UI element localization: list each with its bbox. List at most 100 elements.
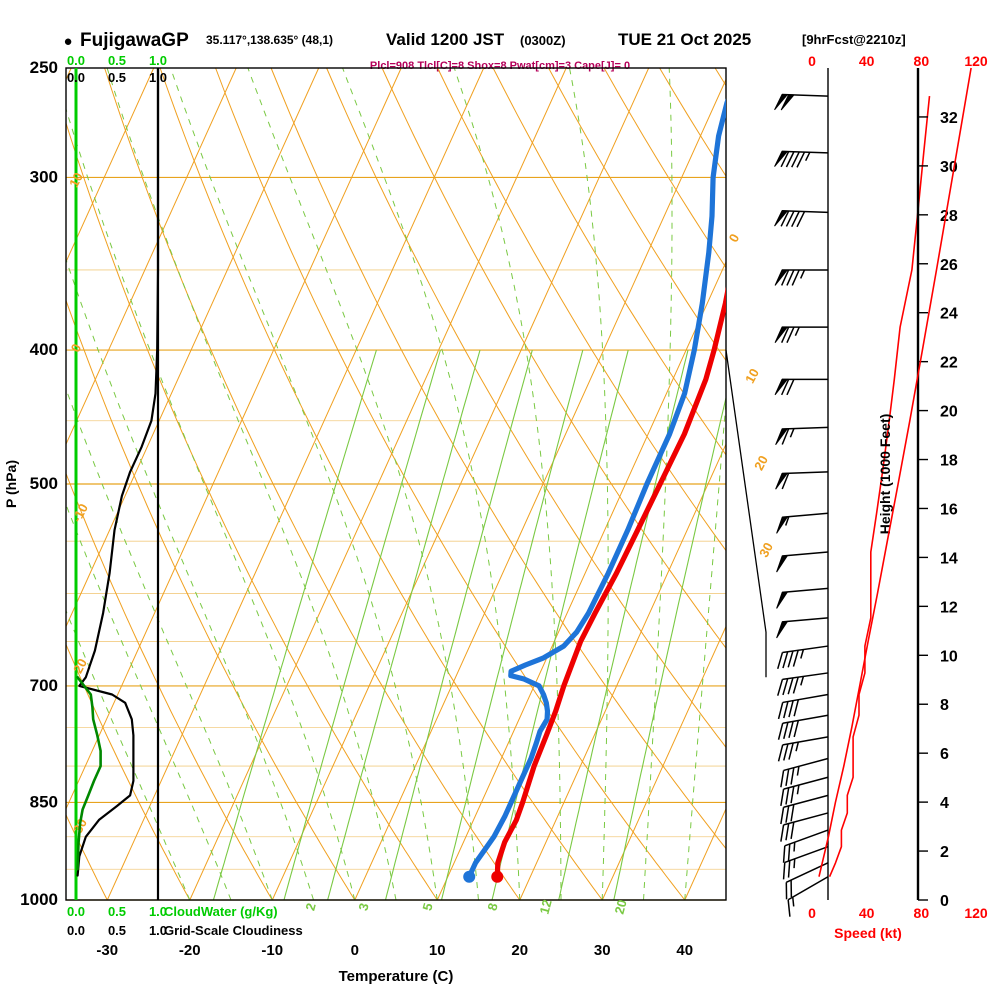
mixing-ratio-value-label: 20 [612,898,630,916]
adiabat-value-label: 10 [742,366,762,386]
cloudwater-axis-label: CloudWater (g/Kg) [164,904,278,919]
temperature-tick-label: -10 [261,942,283,959]
dry-adiabat-line [270,67,727,849]
temperature-tick-label: 40 [676,942,693,959]
cloudwater-tick-top: 0.5 [108,53,126,68]
wind-barb [777,672,829,696]
temperature-axis-label: Temperature (C) [339,968,454,985]
adiabat-value-label: 20 [70,656,90,676]
dry-adiabat-line [65,473,273,901]
cloudiness-tick-bottom: 0.5 [108,923,126,938]
speed-tick-top: 40 [859,53,875,69]
dry-adiabat-line [437,67,727,551]
moist-adiabat-line [65,504,232,901]
wind-barb [777,645,829,670]
isotherm-line [601,626,727,901]
isotherm-line [65,67,237,445]
moist-adiabat-line [65,259,314,901]
mixing-ratio-line [212,349,377,901]
height-tick-label: 6 [940,746,949,763]
sounding-stats: Plcl=908 Tlcl[C]=8 Shox=8 Pwat[cm]=3 Cap… [370,60,630,72]
isotherm-line [189,67,567,901]
wind-barb [777,714,829,740]
moist-adiabat-line [65,388,273,901]
height-axis-label: Height (1000 Feet) [877,414,893,535]
moist-adiabat-line [569,67,609,900]
wind-barb [775,426,829,446]
cloudwater-profile [76,676,102,871]
height-tick-label: 22 [940,355,958,372]
pressure-tick-label: 400 [30,340,58,359]
height-tick-label: 18 [940,453,958,470]
speed-tick-top: 80 [914,53,930,69]
station-name: FujigawaGP [80,30,189,51]
temperature-axis: -30 -20 -10 0 10 20 30 40 Temperature (C) [96,942,693,985]
isotherm-line [65,67,320,627]
wind-barb [776,512,829,534]
temperature-tick-label: 0 [351,942,359,959]
dry-adiabat-line [326,67,727,748]
mixing-ratio-line [558,349,689,901]
pressure-tick-label: 250 [30,58,58,77]
moist-adiabat-line [170,67,438,901]
isotherm-line [436,261,727,901]
mixing-ratio-value-label: 8 [484,901,500,912]
wind-barb [777,736,829,762]
wind-barb [774,93,829,111]
height-tick-label: 20 [940,404,958,421]
mixing-ratio-line [327,349,481,901]
pressure-axis: 250 300 400 500 700 850 1000 P (hPa) [3,58,58,909]
mixing-ratio-value-label: 2 [302,901,318,912]
height-tick-label: 14 [940,550,958,567]
moist-adiabat-line [643,67,673,901]
dewpoint-profile [466,98,726,880]
temperature-tick-label: 30 [594,942,611,959]
wind-speed-curve [828,96,931,878]
pressure-tick-label: 700 [30,676,58,695]
height-tick-label: 24 [940,306,958,323]
cloudiness-tick-top: 0.0 [67,70,85,85]
mixing-ratio-line [283,349,441,901]
dry-adiabat-line [65,814,108,901]
cloudwater-tick-bottom: 0.0 [67,904,85,919]
speed-tick-bottom: 0 [808,905,816,921]
profile-curves [76,68,726,883]
temperature-profile-surface-marker [491,870,504,883]
station-bullet: ● [63,33,72,50]
mixing-ratio-value-label: 3 [355,901,371,912]
wind-barb [782,829,829,863]
wind-barb [777,693,829,720]
dry-adiabat-line [714,67,727,86]
dry-adiabat-line [65,644,191,901]
wind-barb [774,326,828,343]
cloudiness-profile [76,68,160,877]
pressure-tick-label: 300 [30,167,58,186]
height-tick-label: 12 [940,599,958,616]
adiabat-value-label: 10 [66,170,86,190]
temperature-tick-label: -20 [179,942,201,959]
height-tick-label: 4 [940,795,949,812]
speed-axis-label: Speed (kt) [834,925,902,941]
speed-tick-bottom: 120 [964,905,988,921]
moist-adiabat-line [453,67,562,900]
wind-barb [774,378,828,396]
mixing-ratio-line [613,397,727,901]
height-tick-label: 8 [940,697,949,714]
wind-barb [776,587,829,609]
mixing-ratio-value-label: 12 [537,898,555,916]
height-tick-label: 16 [940,501,958,518]
isotherm-line [106,67,485,901]
adiabat-value-label: 30 [756,540,776,560]
frame-cut-line [725,349,767,678]
cloudwater-tick-top: 0.0 [67,53,85,68]
height-tick-label: 28 [940,208,958,225]
wind-barb [780,776,829,807]
dry-adiabat-line [381,67,727,649]
wind-barb [774,269,828,286]
forecast-tag: [9hrFcst@2210z] [802,32,906,47]
speed-tick-top: 0 [808,53,816,69]
